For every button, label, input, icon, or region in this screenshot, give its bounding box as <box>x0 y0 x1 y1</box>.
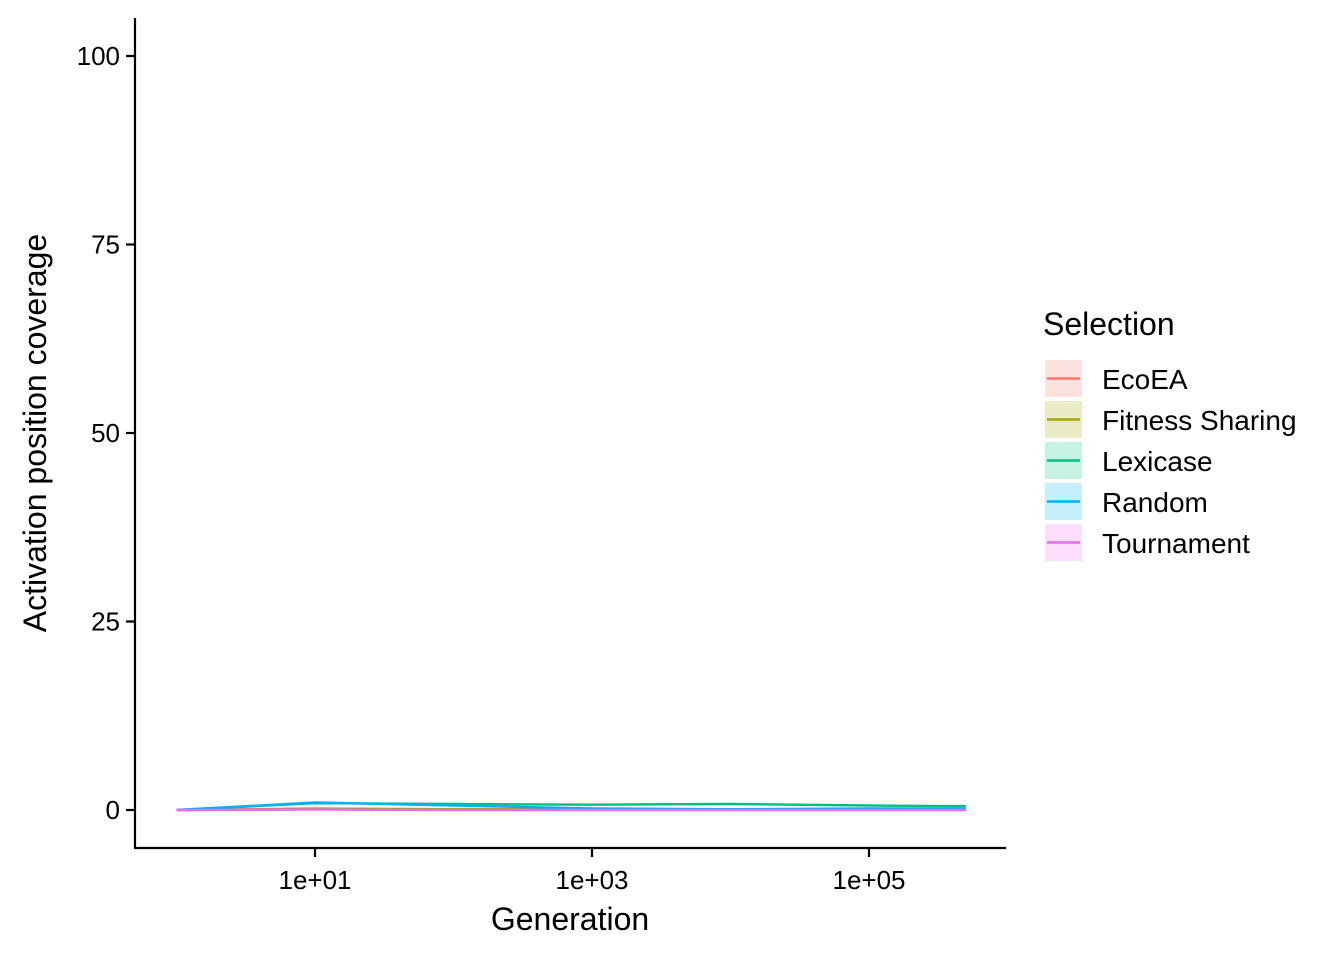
legend-item-tournament: Tournament <box>1045 524 1250 561</box>
series-line-random <box>176 801 966 812</box>
legend-item-random: Random <box>1045 483 1208 520</box>
legend-label: EcoEA <box>1102 364 1188 395</box>
legend-item-ecoea: EcoEA <box>1045 360 1188 397</box>
legend-label: Random <box>1102 487 1208 518</box>
legend-label: Fitness Sharing <box>1102 405 1297 436</box>
legend: Selection EcoEA Fitness Sharing Lexicase Ra… <box>1043 306 1297 561</box>
y-tick-label: 0 <box>106 795 120 825</box>
x-tick-label: 1e+01 <box>278 865 351 895</box>
legend-item-fitness-sharing: Fitness Sharing <box>1045 401 1297 438</box>
y-tick-label: 50 <box>91 418 120 448</box>
x-axis-title: Generation <box>491 901 649 937</box>
legend-label: Tournament <box>1102 528 1250 559</box>
legend-title: Selection <box>1043 306 1175 342</box>
x-axis-ticks: 1e+01 1e+03 1e+05 <box>278 848 906 895</box>
y-tick-label: 75 <box>91 230 120 260</box>
legend-item-lexicase: Lexicase <box>1045 442 1213 479</box>
y-tick-label: 100 <box>77 41 120 71</box>
y-axis-ticks: 0 25 50 75 100 <box>77 41 135 825</box>
legend-label: Lexicase <box>1102 446 1213 477</box>
y-axis-title: Activation position coverage <box>17 234 53 632</box>
x-tick-label: 1e+05 <box>832 865 905 895</box>
series-lines <box>176 801 966 812</box>
y-tick-label: 25 <box>91 607 120 637</box>
x-tick-label: 1e+03 <box>555 865 628 895</box>
